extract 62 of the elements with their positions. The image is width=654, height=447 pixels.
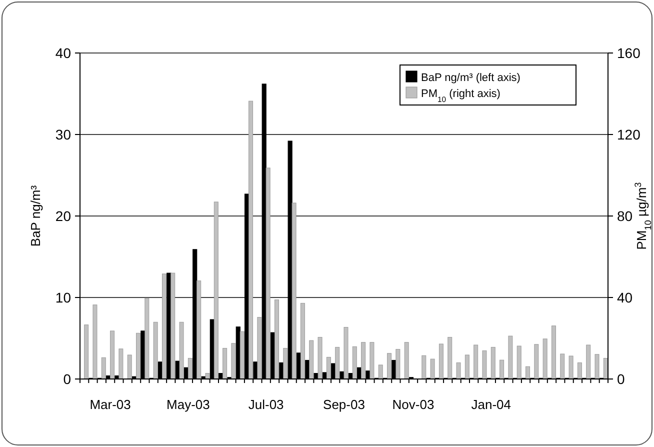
bar bbox=[335, 346, 340, 380]
y2-tick-label: 40 bbox=[617, 289, 633, 306]
bar bbox=[430, 358, 435, 380]
bar bbox=[456, 362, 461, 380]
y-tick-label: 10 bbox=[55, 289, 72, 306]
bar bbox=[542, 338, 548, 380]
bar bbox=[526, 366, 530, 380]
bar bbox=[482, 350, 487, 380]
bar bbox=[153, 322, 158, 380]
bar bbox=[404, 342, 409, 380]
x-tick-label: Jul-03 bbox=[248, 397, 284, 412]
bar bbox=[474, 344, 478, 380]
legend-label: PM$_{10}$ (right axis) bbox=[421, 88, 500, 104]
bar bbox=[101, 357, 106, 380]
bar bbox=[370, 342, 374, 380]
x-tick-label: May-03 bbox=[166, 397, 210, 412]
bar bbox=[344, 326, 348, 380]
bar bbox=[205, 373, 210, 380]
bar bbox=[577, 362, 582, 380]
y-tick-label: 20 bbox=[55, 208, 72, 224]
y-axis-title: BaP ng/m³ bbox=[28, 184, 43, 247]
bar bbox=[560, 354, 565, 380]
x-tick-label: Nov-03 bbox=[392, 397, 434, 412]
bar bbox=[422, 355, 426, 380]
y-tick-label: 40 bbox=[55, 44, 72, 61]
bar bbox=[594, 354, 600, 380]
bar bbox=[352, 346, 357, 380]
bar bbox=[378, 364, 383, 380]
bar bbox=[300, 302, 305, 380]
bar bbox=[464, 354, 470, 380]
bar bbox=[568, 356, 574, 380]
x-tick-label: Jan-04 bbox=[471, 397, 512, 412]
bar bbox=[516, 346, 522, 380]
y-tick-label: 0 bbox=[63, 370, 72, 387]
bar bbox=[214, 202, 218, 380]
legend-label: BaP ng/m³ (left axis) bbox=[421, 72, 520, 84]
bar bbox=[110, 330, 115, 380]
bar bbox=[127, 354, 132, 380]
y2-tick-label: 160 bbox=[617, 44, 641, 61]
bar bbox=[92, 304, 98, 380]
y2-tick-label: 80 bbox=[617, 208, 633, 224]
bar bbox=[222, 348, 228, 380]
bar bbox=[438, 344, 444, 380]
bar bbox=[84, 324, 89, 380]
y-tick-label: 30 bbox=[55, 126, 72, 142]
bar bbox=[500, 360, 504, 380]
bar bbox=[534, 344, 539, 380]
bar bbox=[318, 336, 322, 380]
x-tick-label: Mar-03 bbox=[90, 397, 131, 412]
x-tick-label: Sep-03 bbox=[323, 397, 365, 412]
bar bbox=[490, 346, 496, 380]
bar bbox=[309, 340, 314, 380]
y2-tick-label: 120 bbox=[617, 126, 641, 142]
bar bbox=[551, 326, 556, 380]
y2-tick-label: 0 bbox=[617, 370, 625, 387]
bar bbox=[586, 344, 591, 380]
bar bbox=[448, 336, 452, 380]
bar bbox=[361, 342, 366, 380]
bar bbox=[118, 348, 124, 380]
bar bbox=[508, 336, 513, 380]
bar bbox=[179, 322, 184, 380]
bar bbox=[257, 317, 262, 380]
